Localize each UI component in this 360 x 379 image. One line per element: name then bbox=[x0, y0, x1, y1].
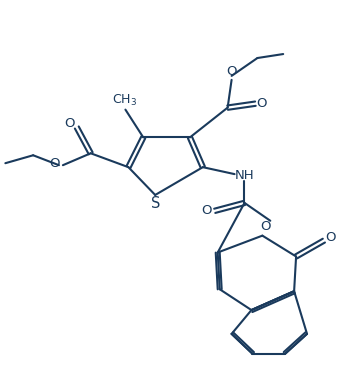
Text: NH: NH bbox=[235, 169, 254, 182]
Text: O: O bbox=[325, 231, 336, 244]
Text: CH$_3$: CH$_3$ bbox=[112, 93, 137, 108]
Text: O: O bbox=[226, 66, 237, 78]
Text: O: O bbox=[50, 157, 60, 170]
Text: O: O bbox=[256, 97, 267, 110]
Text: O: O bbox=[64, 117, 75, 130]
Text: O: O bbox=[202, 204, 212, 217]
Text: O: O bbox=[260, 220, 271, 233]
Text: S: S bbox=[150, 196, 160, 211]
